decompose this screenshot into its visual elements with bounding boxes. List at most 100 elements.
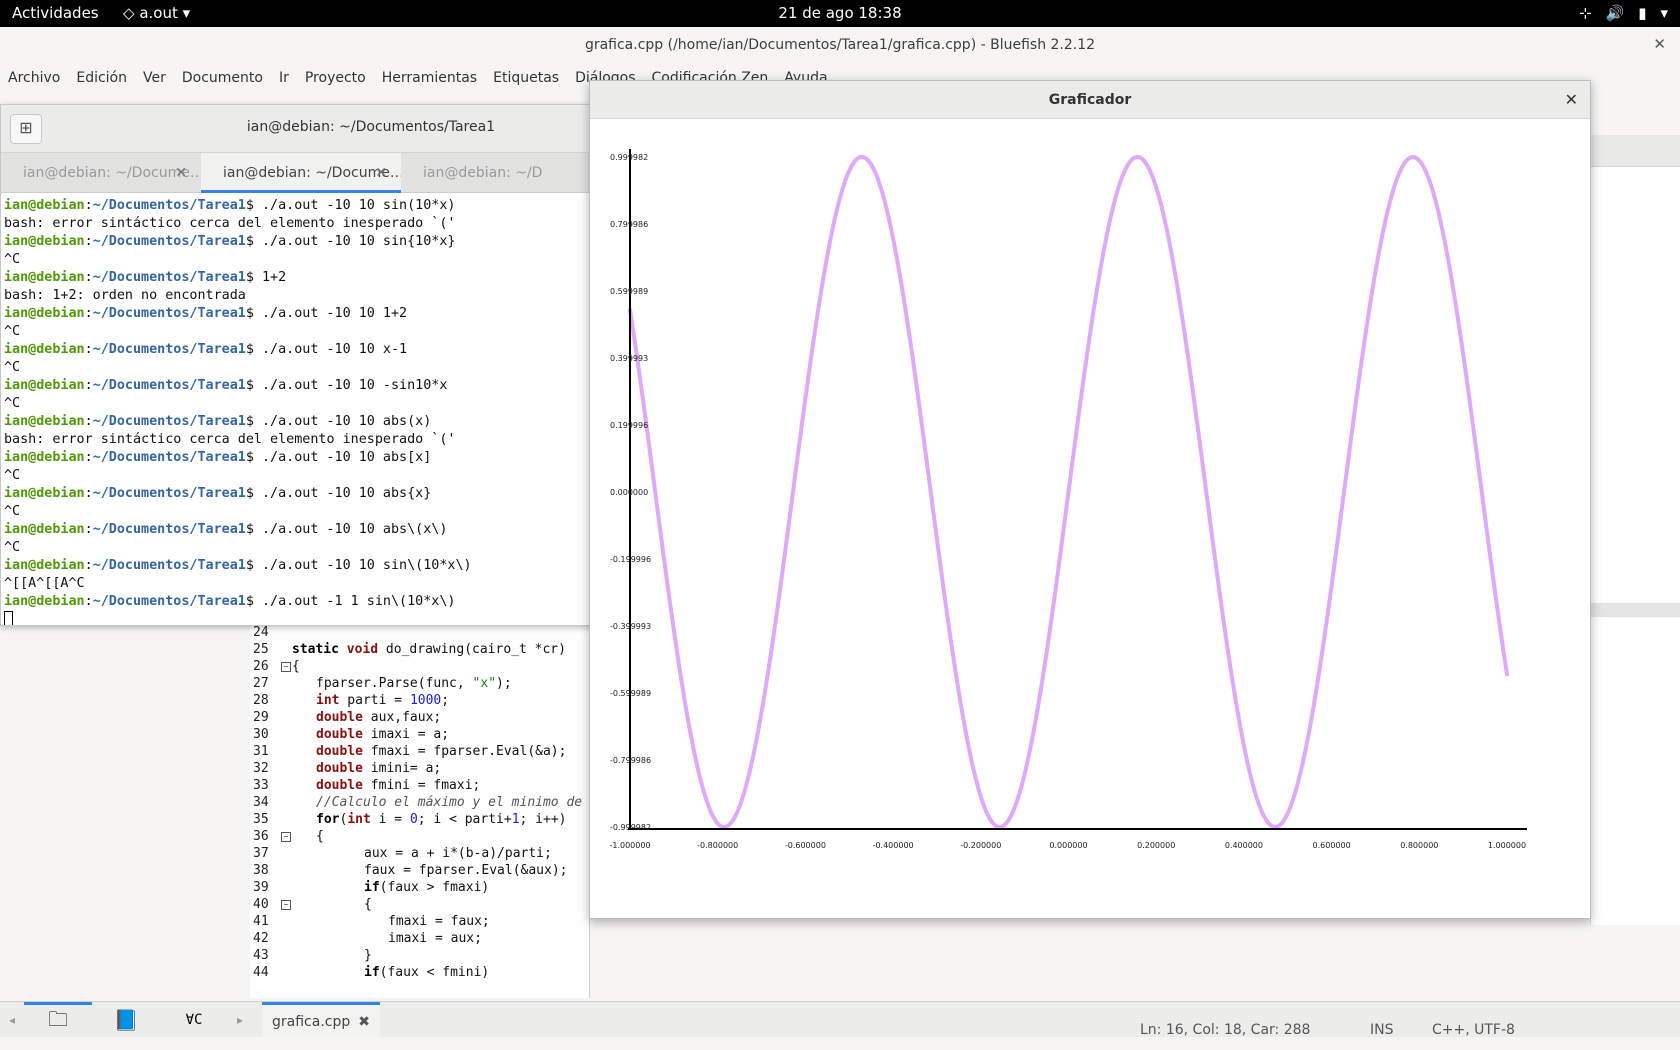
function-curve: [628, 154, 1509, 830]
prompt-path: ~/Documentos/Tarea1: [92, 450, 246, 465]
terminal-tab-active[interactable]: ian@debian: ~/Docume… ✕: [201, 153, 401, 193]
line-number: 42: [253, 931, 269, 946]
menu-item[interactable]: Ver: [143, 70, 166, 86]
close-icon[interactable]: ✕: [1653, 35, 1666, 53]
prompt-path: ~/Documentos/Tarea1: [92, 270, 246, 285]
battery-icon: ▮: [1638, 4, 1647, 22]
tab-label: ian@debian: ~/Docume…: [223, 165, 401, 181]
code-line: fparser.Parse(func, "x");: [316, 676, 512, 691]
chevron-left-icon[interactable]: ◂: [8, 1013, 16, 1027]
code-line: fmaxi = faux;: [388, 914, 490, 929]
terminal-line: ^C: [4, 468, 21, 483]
menu-item[interactable]: Herramientas: [381, 70, 478, 86]
menu-item[interactable]: Proyecto: [304, 70, 366, 86]
line-number: 44: [253, 965, 269, 980]
menu-item[interactable]: Edición: [76, 70, 127, 86]
network-icon: ⊹: [1578, 4, 1592, 22]
line-number: 36: [253, 829, 269, 844]
prompt-path: ~/Documentos/Tarea1: [92, 522, 246, 537]
terminal-line: ^[[A^[[A^C: [4, 576, 85, 591]
system-menu[interactable]: ⊹ 🔊 ▮ ▾: [1579, 4, 1668, 22]
new-tab-button[interactable]: ⊞: [10, 114, 42, 144]
command-text: $ ./a.out -10 10 abs\(x\): [245, 522, 448, 537]
menu-item[interactable]: Etiquetas: [493, 70, 560, 86]
filebrowser-icon[interactable]: 🗀: [24, 1002, 92, 1038]
activities-button[interactable]: Actividades: [12, 4, 99, 22]
app-name: a.out: [139, 4, 178, 22]
charmap-icon[interactable]: ∀C: [185, 1012, 203, 1028]
prompt-user: ian@debian: [4, 450, 85, 465]
fold-icon[interactable]: −: [281, 662, 291, 672]
close-icon[interactable]: ✕: [1564, 90, 1578, 109]
line-number: 37: [253, 846, 269, 861]
code-line: }: [364, 948, 372, 963]
top-bar: Actividades ◇ a.out ▾ 21 de ago 18:38 ⊹ …: [0, 0, 1680, 27]
close-icon[interactable]: ✕: [175, 165, 187, 181]
line-number: 29: [253, 710, 269, 725]
code-line: if(faux < fmini): [364, 965, 490, 980]
app-menu[interactable]: ◇ a.out ▾: [123, 4, 191, 22]
menu-item[interactable]: Documento: [181, 70, 263, 86]
terminal-tab[interactable]: ian@debian: ~/Docume… ✕: [1, 153, 201, 193]
prompt-path: ~/Documentos/Tarea1: [92, 306, 246, 321]
prompt-user: ian@debian: [4, 594, 85, 609]
line-number: 38: [253, 863, 269, 878]
terminal-line: ^C: [4, 540, 21, 555]
line-number: 33: [253, 778, 269, 793]
terminal-line: ian@debian:~/Documentos/Tarea1$ ./a.out …: [4, 306, 408, 321]
window-title: grafica.cpp (/home/ian/Documentos/Tarea1…: [584, 37, 1096, 53]
code-line: {: [292, 659, 300, 674]
code-editor[interactable]: 24 25 static void do_drawing(cairo_t *cr) 2…: [250, 623, 590, 998]
terminal-line: ian@debian:~/Documentos/Tarea1$ ./a.out …: [4, 414, 432, 429]
terminal-line: bash: 1+2: orden no encontrada: [4, 288, 246, 303]
prompt-user: ian@debian: [4, 378, 85, 393]
command-text: $ ./a.out -10 10 x-1: [245, 342, 408, 357]
x-tick-label: -0.400000: [873, 841, 914, 850]
prompt-user: ian@debian: [4, 522, 85, 537]
prompt-path: ~/Documentos/Tarea1: [92, 558, 246, 573]
y-tick-label: -0.399993: [610, 622, 651, 631]
prompt-user: ian@debian: [4, 234, 85, 249]
prompt-path: ~/Documentos/Tarea1: [92, 414, 246, 429]
terminal-line: ian@debian:~/Documentos/Tarea1$ ./a.out …: [4, 594, 456, 609]
code-line: aux = a + i*(b-a)/parti;: [364, 846, 552, 861]
prompt-user: ian@debian: [4, 306, 85, 321]
bookmarks-icon[interactable]: 📘: [113, 1008, 139, 1032]
y-tick-label: 0.599989: [610, 287, 648, 296]
chevron-right-icon[interactable]: ▸: [236, 1013, 244, 1027]
file-encoding: C++, UTF-8: [1432, 1022, 1515, 1038]
menu-item[interactable]: Archivo: [8, 70, 61, 86]
fold-icon[interactable]: −: [281, 900, 291, 910]
terminal-tab[interactable]: ian@debian: ~/D: [401, 153, 601, 193]
terminal-line: ian@debian:~/Documentos/Tarea1$ ./a.out …: [4, 522, 448, 537]
x-tick-label: -0.800000: [697, 841, 738, 850]
volume-icon: 🔊: [1605, 4, 1625, 22]
terminal-line: bash: error sintáctico cerca del element…: [4, 216, 456, 231]
close-icon[interactable]: ✕: [375, 165, 387, 181]
command-text: $ ./a.out -10 10 sin{10*x}: [245, 234, 456, 249]
insert-mode: INS: [1370, 1022, 1394, 1038]
terminal-line: ^C: [4, 324, 21, 339]
terminal-output[interactable]: ian@debian:~/Documentos/Tarea1$ ./a.out …: [1, 193, 599, 625]
close-icon[interactable]: ✖: [358, 1014, 370, 1030]
prompt-user: ian@debian: [4, 270, 85, 285]
menu-item[interactable]: Ir: [278, 70, 289, 86]
document-tab[interactable]: grafica.cpp ✖: [262, 1002, 380, 1038]
command-text: $ ./a.out -1 1 sin\(10*x\): [245, 594, 456, 609]
code-line: faux = fparser.Eval(&aux);: [364, 863, 568, 878]
terminal-line: ian@debian:~/Documentos/Tarea1$ ./a.out …: [4, 486, 432, 501]
code-line: double aux,faux;: [316, 710, 442, 725]
x-tick-label: -1.000000: [609, 841, 650, 850]
chevron-down-icon: ▾: [1660, 4, 1668, 22]
terminal-line: ^C: [4, 252, 21, 267]
clock[interactable]: 21 de ago 18:38: [778, 4, 902, 22]
code-line: double fmini = fmaxi;: [316, 778, 481, 793]
terminal-line: ian@debian:~/Documentos/Tarea1$ ./a.out …: [4, 198, 456, 213]
line-number: 34: [253, 795, 269, 810]
bottom-bar: ◂ 🗀 📘 ∀C ▸ grafica.cpp ✖: [0, 1001, 1680, 1038]
fold-icon[interactable]: −: [281, 832, 291, 842]
terminal-header: ⊞ ian@debian: ~/Documentos/Tarea1: [1, 105, 599, 153]
command-text: $ ./a.out -10 10 abs(x): [245, 414, 432, 429]
line-number: 41: [253, 914, 269, 929]
terminal-line: ian@debian:~/Documentos/Tarea1$ ./a.out …: [4, 558, 472, 573]
